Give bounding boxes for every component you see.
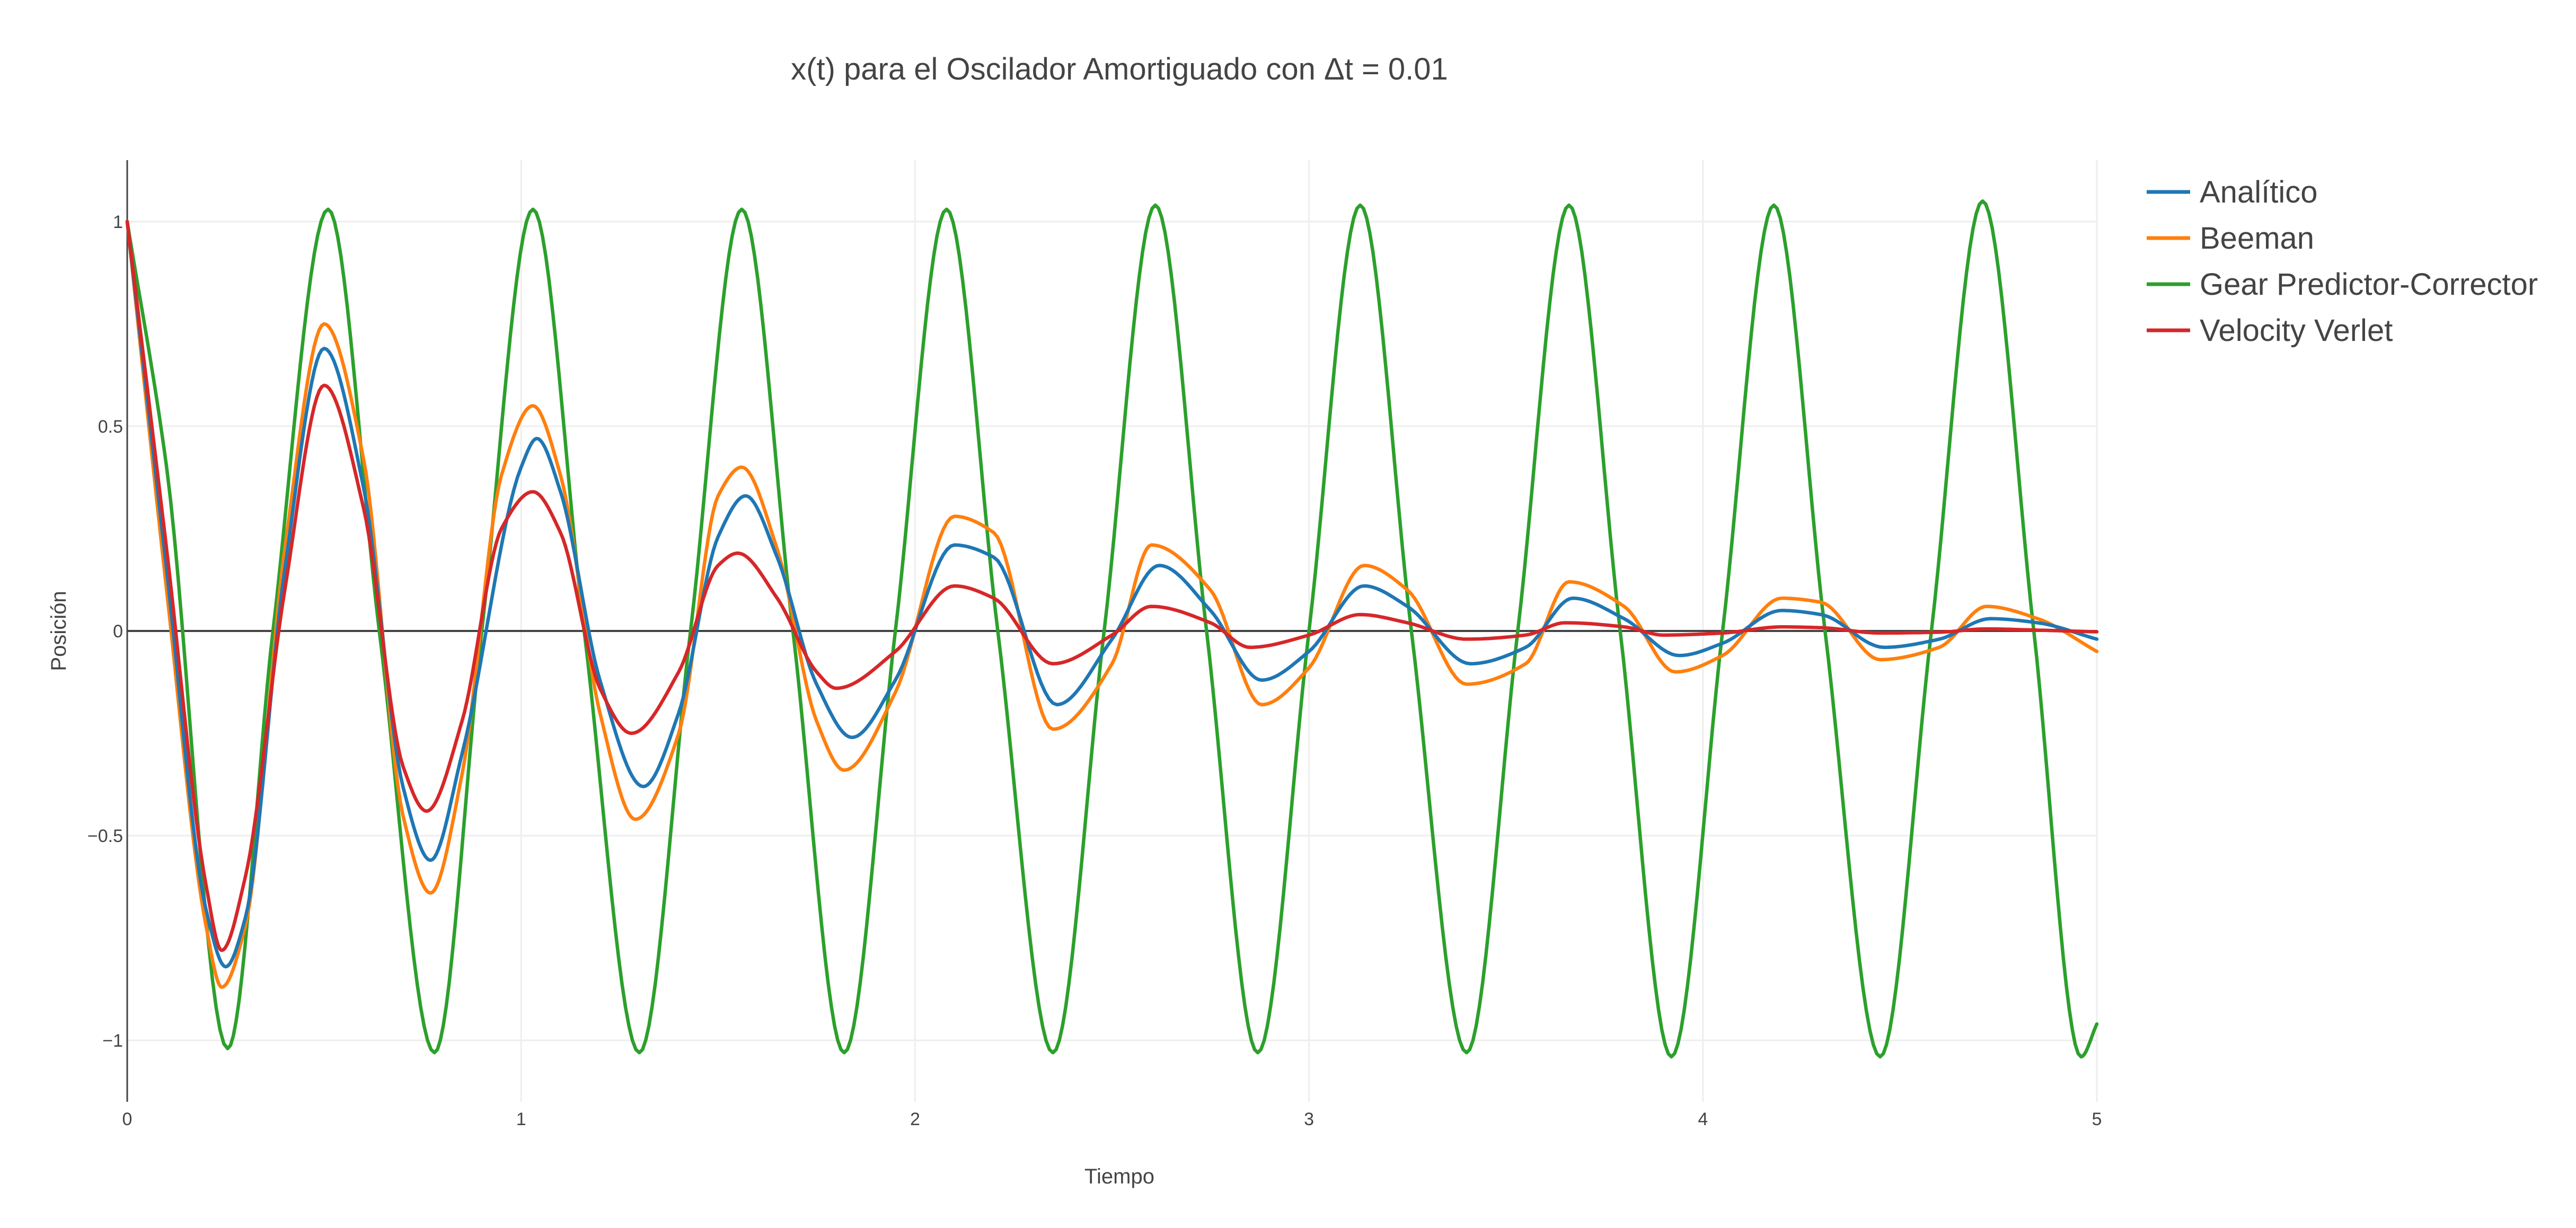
legend[interactable]: Analítico Beeman Gear Predictor-Corrector V…	[2147, 175, 2538, 348]
x-tick-label: 2	[910, 1109, 920, 1129]
series-line-anal-tico[interactable]	[125, 220, 2099, 969]
y-tick-label: −1	[102, 1031, 123, 1051]
x-tick-label: 4	[1698, 1109, 1708, 1129]
x-tick-label: 1	[516, 1109, 526, 1129]
x-axis-title: Tiempo	[1084, 1165, 1154, 1188]
chart-title: x(t) para el Oscilador Amortiguado con Δ…	[791, 52, 1448, 86]
legend-label: Velocity Verlet	[2200, 313, 2393, 348]
series-line-velocity-verlet[interactable]	[125, 220, 2099, 952]
y-tick-label: 1	[113, 212, 123, 232]
plot-area	[125, 199, 2099, 1059]
legend-item[interactable]: Velocity Verlet	[2147, 313, 2393, 348]
y-tick-label: −0.5	[87, 826, 123, 846]
y-tick-label: 0	[113, 621, 123, 642]
legend-item[interactable]: Beeman	[2147, 221, 2314, 256]
legend-label: Beeman	[2200, 221, 2314, 256]
y-axis-title: Posición	[47, 591, 70, 671]
legend-label: Analítico	[2200, 175, 2317, 209]
x-axis-ticks: 0 1 2 3 4 5	[122, 1109, 2102, 1129]
series-line-gear-predictor-corrector[interactable]	[125, 199, 2099, 1059]
series-line-beeman[interactable]	[125, 220, 2099, 989]
y-axis-ticks: 1 0.5 0 −0.5 −1	[87, 212, 123, 1051]
x-tick-label: 3	[1304, 1109, 1314, 1129]
y-tick-label: 0.5	[98, 417, 123, 437]
legend-label: Gear Predictor-Corrector	[2200, 267, 2538, 302]
legend-item[interactable]: Analítico	[2147, 175, 2317, 209]
x-tick-label: 0	[122, 1109, 133, 1129]
x-tick-label: 5	[2092, 1109, 2102, 1129]
legend-item[interactable]: Gear Predictor-Corrector	[2147, 267, 2538, 302]
